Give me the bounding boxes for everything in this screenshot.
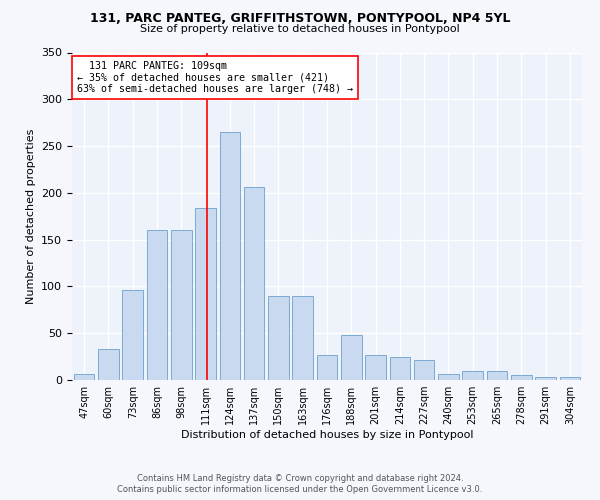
Text: 131 PARC PANTEG: 109sqm
← 35% of detached houses are smaller (421)
63% of semi-d: 131 PARC PANTEG: 109sqm ← 35% of detache…: [77, 60, 353, 94]
Bar: [341, 335, 362, 380]
Bar: [268, 296, 289, 380]
Bar: [389, 356, 410, 380]
Y-axis label: Number of detached properties: Number of detached properties: [26, 128, 35, 304]
Bar: [365, 354, 386, 380]
Bar: [487, 370, 508, 380]
Bar: [438, 374, 459, 380]
Bar: [195, 208, 216, 380]
Bar: [511, 376, 532, 380]
Bar: [317, 354, 337, 380]
Bar: [220, 132, 240, 380]
Text: 131, PARC PANTEG, GRIFFITHSTOWN, PONTYPOOL, NP4 5YL: 131, PARC PANTEG, GRIFFITHSTOWN, PONTYPO…: [90, 12, 510, 24]
Bar: [74, 374, 94, 380]
X-axis label: Distribution of detached houses by size in Pontypool: Distribution of detached houses by size …: [181, 430, 473, 440]
Text: Size of property relative to detached houses in Pontypool: Size of property relative to detached ho…: [140, 24, 460, 34]
Bar: [146, 230, 167, 380]
Bar: [244, 187, 265, 380]
Bar: [560, 377, 580, 380]
Bar: [463, 370, 483, 380]
Bar: [98, 349, 119, 380]
Bar: [292, 296, 313, 380]
Bar: [414, 360, 434, 380]
Bar: [171, 230, 191, 380]
Text: Contains HM Land Registry data © Crown copyright and database right 2024.
Contai: Contains HM Land Registry data © Crown c…: [118, 474, 482, 494]
Bar: [535, 377, 556, 380]
Bar: [122, 290, 143, 380]
